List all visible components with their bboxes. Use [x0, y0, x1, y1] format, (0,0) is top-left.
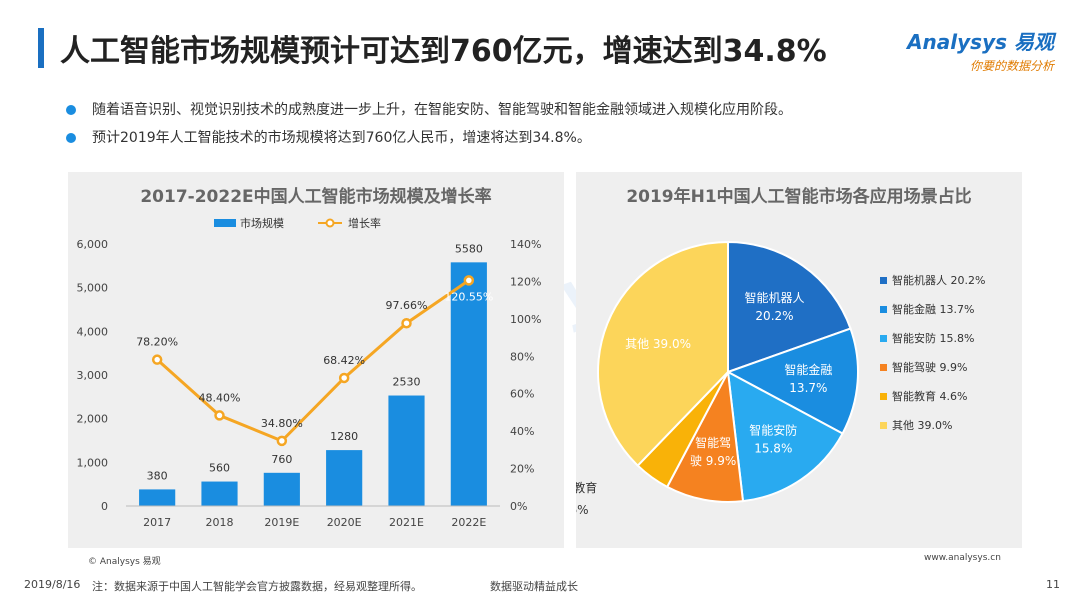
legend-swatch [880, 422, 887, 429]
y-axis-tick: 3,000 [77, 369, 109, 382]
legend-label: 智能机器人 20.2% [892, 273, 985, 287]
pie-slice [726, 370, 844, 503]
line-point [338, 372, 350, 384]
line-point [276, 435, 288, 447]
bar [326, 450, 363, 506]
legend-swatch [880, 335, 887, 342]
pie-label-pct: 15.8% [754, 442, 792, 456]
legend-swatch [880, 277, 887, 284]
bar [263, 472, 300, 506]
bar [201, 481, 238, 506]
line-data-label: 78.20% [136, 336, 178, 349]
y-axis-tick: 2,000 [77, 413, 109, 426]
y2-axis-tick: 0% [510, 500, 527, 513]
pie-label-pct: 驶 9.9% [690, 453, 736, 468]
x-axis-tick: 2018 [206, 516, 234, 529]
copyright: © Analysys 易观 [88, 557, 161, 567]
y2-axis-tick: 60% [510, 388, 534, 401]
bar-data-label: 2530 [393, 376, 421, 389]
legend-label: 智能金融 13.7% [892, 302, 974, 316]
legend-label-line: 增长率 [348, 216, 381, 230]
pie-slice [725, 327, 859, 435]
pie-label: 其他 39.0% [625, 337, 691, 351]
y-axis-tick: 6,000 [77, 238, 109, 251]
legend-label: 智能驾驶 9.9% [892, 360, 967, 374]
legend-label: 其他 39.0% [892, 419, 952, 432]
line-data-label: 97.66% [386, 299, 428, 312]
x-axis-tick: 2022E [451, 516, 486, 529]
legend-label-bar: 市场规模 [240, 216, 284, 230]
footer-date: 2019/8/16 [24, 578, 81, 591]
y-axis-tick: 1,000 [77, 456, 109, 469]
y2-axis-tick: 120% [510, 275, 541, 288]
page-title: 人工智能市场规模预计可达到760亿元，增速达到34.8% [60, 34, 827, 69]
legend-swatch [880, 364, 887, 371]
pie-label-pct: 4.6% [576, 503, 589, 517]
legend-label: 智能安防 15.8% [892, 331, 974, 345]
y-axis-tick: 5,000 [77, 282, 109, 295]
legend-marker-line [325, 218, 335, 228]
website-link[interactable]: www.analysys.cn [924, 553, 1001, 563]
bar-data-label: 760 [271, 453, 292, 466]
line-data-label: 34.80% [261, 417, 303, 430]
logo-main: Analysys 易观 [907, 30, 1054, 54]
growth-rate-line [156, 279, 470, 443]
x-axis-tick: 2020E [327, 516, 362, 529]
pie-label-pct: 20.2% [755, 309, 793, 323]
chart-title: 2019年H1中国人工智能市场各应用场景占比 [626, 186, 971, 207]
bar [139, 489, 176, 506]
line-data-label: 68.42% [323, 354, 365, 367]
brand-logo: Analysys 易观 你要的数据分析 [907, 26, 1054, 74]
logo-tagline: 你要的数据分析 [969, 59, 1054, 73]
x-axis-tick: 2019E [264, 516, 299, 529]
pie-slice [665, 368, 745, 503]
line-point [463, 275, 475, 286]
y2-axis-tick: 40% [510, 425, 534, 438]
line-point [214, 410, 225, 421]
line-data-label: 120.55% [444, 290, 493, 303]
summary-bullets: 随着语音识别、视觉识别技术的成熟度进一步上升，在智能安防、智能驾驶和智能金融领域… [66, 96, 792, 152]
line-data-label: 48.40% [199, 391, 241, 404]
pie-label: 智能安防 [749, 423, 797, 438]
bar-line-chart-panel: 2017-2022E中国人工智能市场规模及增长率市场规模 增长率 0 1,000 2,0… [68, 172, 564, 548]
pie-label: 智能金融 [784, 362, 832, 377]
bullet-item: 随着语音识别、视觉识别技术的成熟度进一步上升，在智能安防、智能驾驶和智能金融领域… [66, 96, 792, 124]
line-point [151, 354, 163, 365]
y-axis-tick: 0 [101, 500, 108, 513]
pie-label: 智能教育 [576, 480, 597, 495]
y2-axis-tick: 100% [510, 313, 541, 326]
legend-label: 智能教育 4.6% [892, 389, 967, 403]
legend-swatch [880, 306, 887, 313]
legend-swatch [880, 393, 887, 400]
pie-slice [727, 240, 852, 374]
pie-slice [597, 240, 729, 468]
title-accent-bar [38, 28, 44, 68]
slogan: 数据驱动精益成长 [490, 580, 578, 593]
bar [450, 262, 487, 506]
x-axis-tick: 2017 [143, 516, 171, 529]
x-axis-tick: 2021E [389, 516, 424, 529]
pie-label-pct: 13.7% [789, 381, 827, 395]
y-axis-tick: 4,000 [77, 325, 109, 338]
line-point [401, 317, 412, 329]
bar-data-label: 380 [147, 469, 168, 482]
bullet-item: 预计2019年人工智能技术的市场规模将达到760亿人民币，增速将达到34.8%。 [66, 124, 792, 152]
legend-swatch-bar [214, 219, 236, 227]
pie-label: 智能驾 [695, 435, 731, 450]
pie-chart-panel: 2019年H1中国人工智能市场各应用场景占比智能机器人 20.2% 智能金融 13.7… [576, 172, 1022, 548]
page-number: 11 [1046, 578, 1060, 591]
source-note: 注：数据来源于中国人工智能学会官方披露数据，经易观整理所得。 [92, 580, 422, 593]
y2-axis-tick: 80% [510, 350, 534, 363]
y2-axis-tick: 20% [510, 463, 534, 476]
bar [388, 395, 425, 506]
bar-data-label: 1280 [330, 430, 358, 443]
bar-data-label: 560 [209, 462, 230, 475]
y2-axis-tick: 140% [510, 238, 541, 251]
chart-title: 2017-2022E中国人工智能市场规模及增长率 [140, 186, 491, 207]
bar-data-label: 5580 [455, 242, 483, 255]
pie-label: 智能机器人 [744, 290, 804, 305]
